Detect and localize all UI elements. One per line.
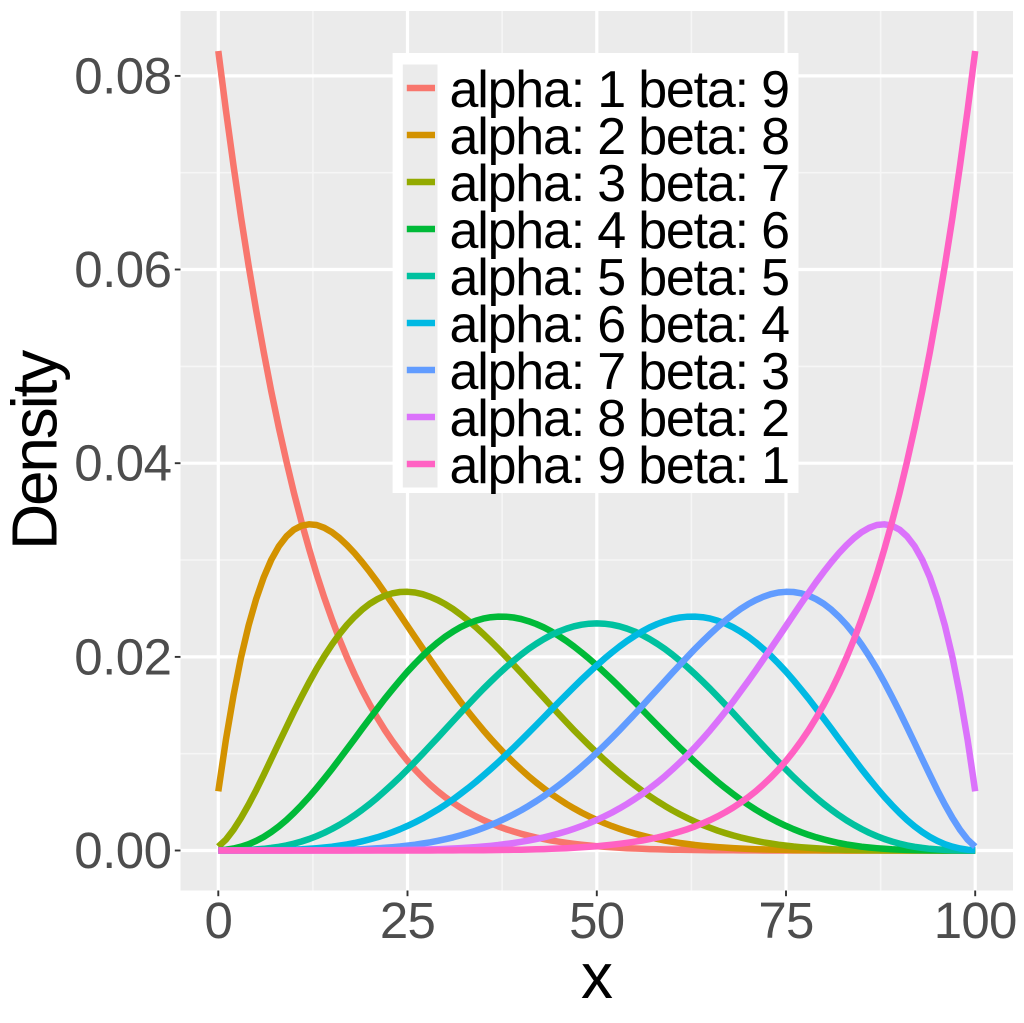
svg-text:alpha: 9 beta: 1: alpha: 9 beta: 1 bbox=[450, 437, 789, 495]
svg-text:alpha: 6 beta: 4: alpha: 6 beta: 4 bbox=[450, 296, 790, 354]
svg-text:alpha: 8 beta: 2: alpha: 8 beta: 2 bbox=[450, 390, 789, 448]
svg-text:75: 75 bbox=[758, 892, 813, 949]
svg-text:100: 100 bbox=[934, 892, 1017, 949]
svg-text:25: 25 bbox=[380, 892, 435, 949]
svg-text:Density: Density bbox=[0, 350, 71, 550]
svg-text:0.02: 0.02 bbox=[74, 628, 171, 685]
svg-text:alpha: 5 beta: 5: alpha: 5 beta: 5 bbox=[450, 249, 789, 307]
svg-text:0.06: 0.06 bbox=[74, 241, 171, 298]
svg-text:0.00: 0.00 bbox=[74, 822, 171, 879]
svg-text:alpha: 1 beta: 9: alpha: 1 beta: 9 bbox=[450, 61, 789, 119]
svg-text:0.08: 0.08 bbox=[74, 47, 171, 104]
svg-text:0.04: 0.04 bbox=[74, 435, 171, 492]
svg-text:alpha: 4 beta: 6: alpha: 4 beta: 6 bbox=[450, 202, 789, 260]
svg-text:x: x bbox=[581, 940, 613, 1012]
svg-text:alpha: 3 beta: 7: alpha: 3 beta: 7 bbox=[450, 155, 789, 213]
svg-text:50: 50 bbox=[569, 892, 624, 949]
svg-text:0: 0 bbox=[204, 892, 232, 949]
svg-text:alpha: 2 beta: 8: alpha: 2 beta: 8 bbox=[450, 108, 789, 166]
svg-text:alpha: 7 beta: 3: alpha: 7 beta: 3 bbox=[450, 343, 789, 401]
